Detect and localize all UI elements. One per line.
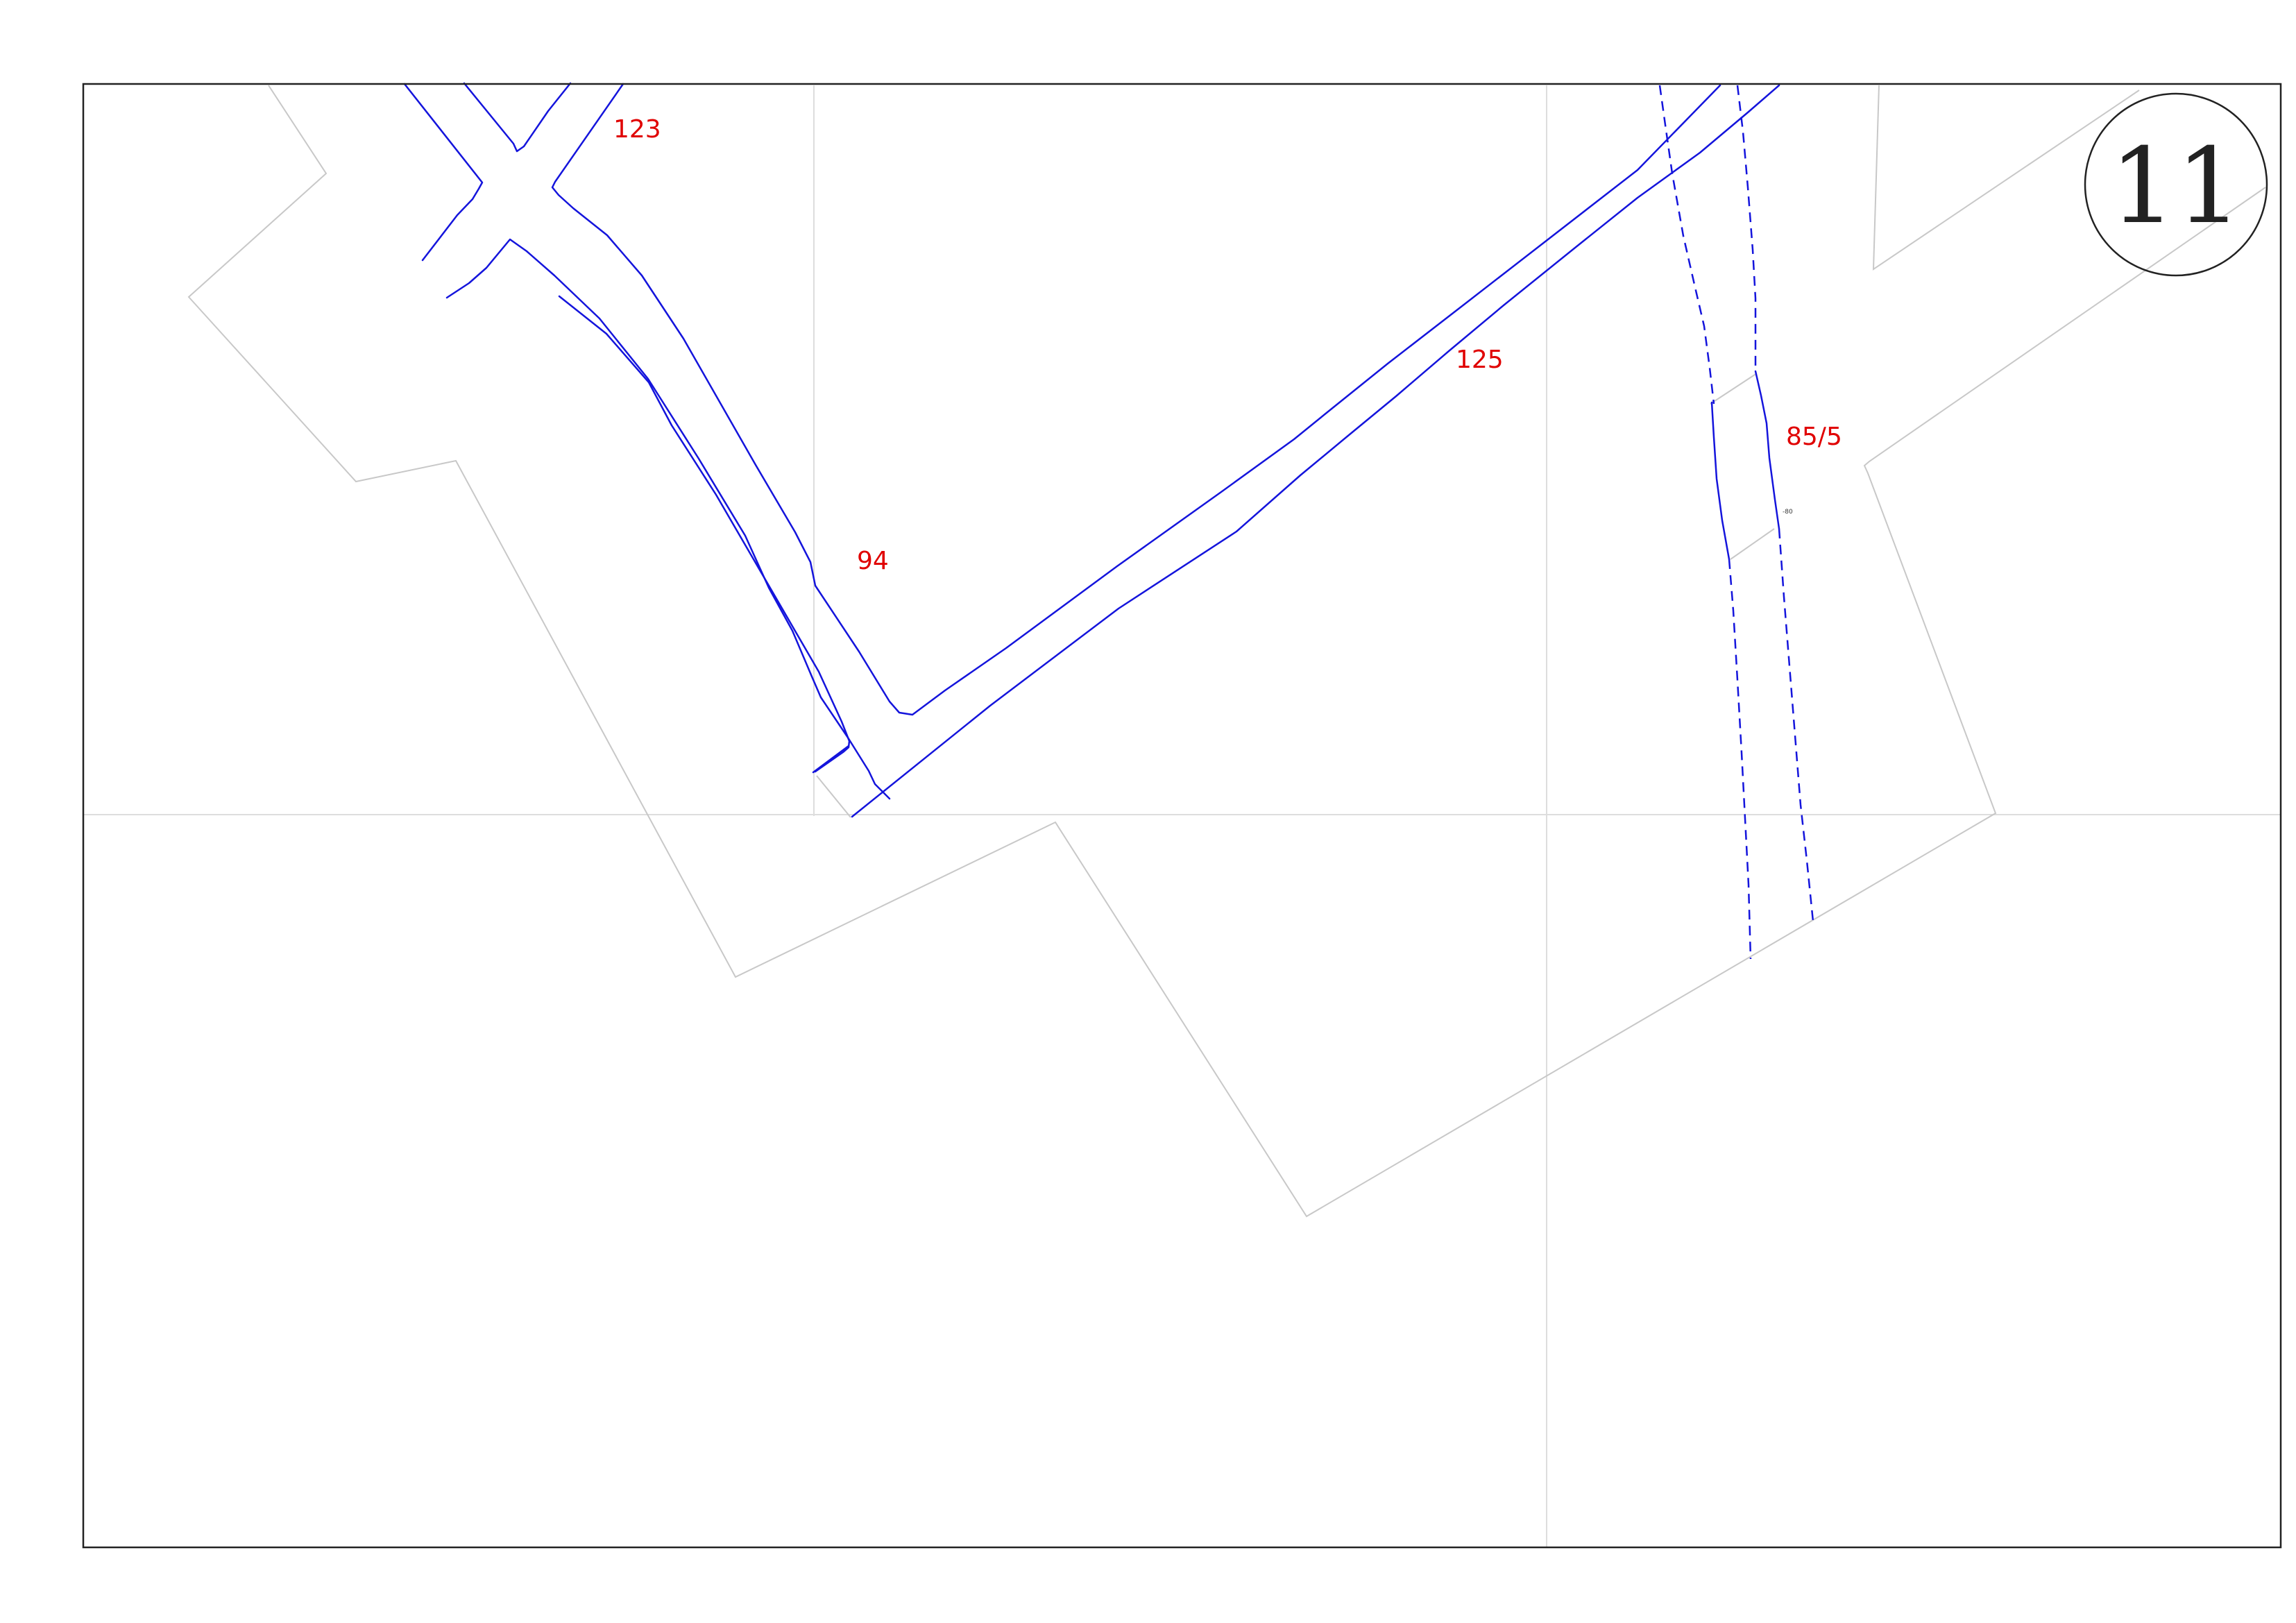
small-marker-label: -80: [1783, 509, 1793, 516]
road-dashed-edge: [1728, 559, 1752, 960]
boundary-west: [187, 85, 2266, 1218]
boundary-segment: [816, 775, 851, 818]
parcel-labels: 123 125 94 85/5 -80: [613, 115, 1842, 575]
sheet-number: 11: [2110, 126, 2243, 247]
map-frame: [82, 83, 2282, 1549]
road-edge: [551, 83, 1721, 716]
sheet-number-circle: [2084, 92, 2268, 277]
road-edge: [851, 84, 1780, 818]
roads: [403, 82, 1814, 960]
parcel-label-123: 123: [613, 115, 661, 144]
road-edge: [403, 83, 484, 262]
parcel-label-85-5: 85/5: [1786, 423, 1842, 451]
parcel-label-125: 125: [1456, 346, 1504, 374]
boundary-segment: [1710, 373, 1758, 405]
road-edge: [1754, 370, 1780, 530]
boundary-north-notch: [1872, 85, 2140, 271]
road-edge: [1710, 401, 1730, 561]
road-edge: [558, 295, 851, 773]
road-edge: [812, 745, 850, 774]
parcel-boundaries: [187, 85, 2266, 1218]
road-dashed-edge: [1658, 85, 1715, 405]
road-edge: [445, 238, 891, 800]
road-dashed-edge: [1778, 528, 1814, 922]
road-dashed-edge: [1736, 85, 1757, 371]
parcel-label-94: 94: [857, 547, 889, 575]
grid-lines: [83, 85, 2281, 1547]
boundary-segment: [1730, 528, 1775, 560]
sheet-number-badge: 11: [2084, 92, 2268, 277]
road-edge: [463, 82, 572, 153]
